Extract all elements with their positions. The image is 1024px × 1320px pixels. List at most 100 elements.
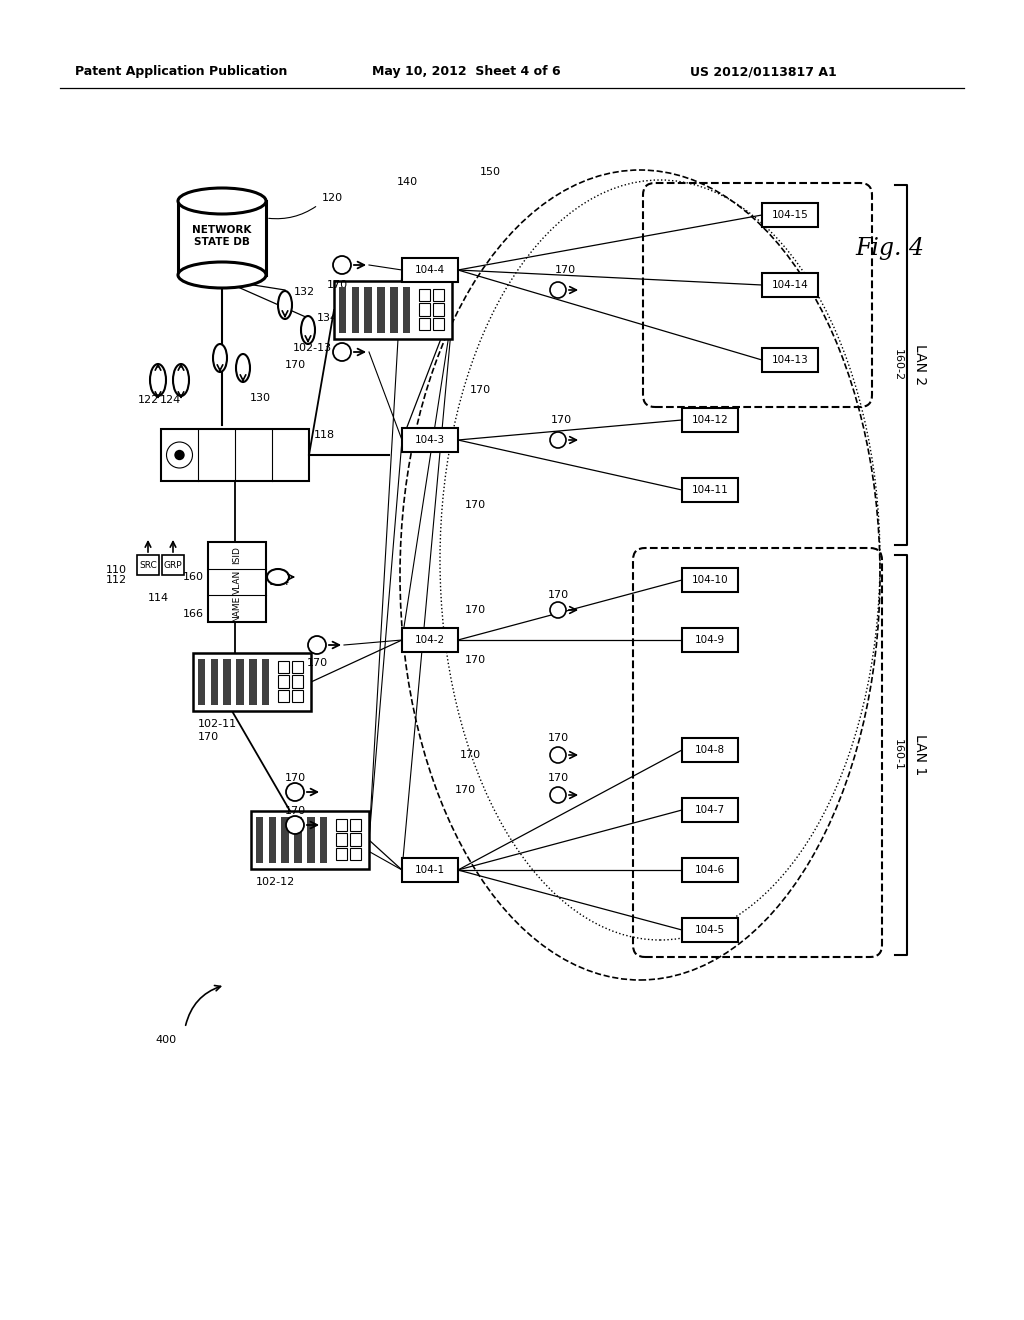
Bar xyxy=(762,348,818,372)
Ellipse shape xyxy=(173,364,189,396)
Text: 170: 170 xyxy=(327,280,348,290)
Text: 170: 170 xyxy=(307,657,328,668)
Bar xyxy=(762,203,818,227)
Bar xyxy=(336,833,346,846)
Text: 104-3: 104-3 xyxy=(415,436,445,445)
Bar xyxy=(682,858,738,882)
Ellipse shape xyxy=(178,187,266,214)
Text: US 2012/0113817 A1: US 2012/0113817 A1 xyxy=(690,66,837,78)
Text: 170: 170 xyxy=(465,605,486,615)
Bar xyxy=(390,286,397,333)
Bar xyxy=(419,318,430,330)
Bar xyxy=(162,554,184,576)
Bar xyxy=(282,817,289,863)
Bar xyxy=(198,659,206,705)
Text: 170: 170 xyxy=(548,774,569,783)
Bar xyxy=(682,799,738,822)
Text: 132: 132 xyxy=(294,286,315,297)
Bar xyxy=(377,286,385,333)
Text: 160-1: 160-1 xyxy=(893,739,903,771)
Bar xyxy=(682,917,738,942)
Text: 104-2: 104-2 xyxy=(415,635,445,645)
Circle shape xyxy=(333,256,351,275)
Bar xyxy=(402,628,458,652)
Ellipse shape xyxy=(236,354,250,381)
Circle shape xyxy=(550,602,566,618)
Text: 164: 164 xyxy=(269,577,290,587)
Bar xyxy=(249,659,257,705)
Text: 104-11: 104-11 xyxy=(691,484,728,495)
Bar xyxy=(178,201,266,275)
Text: VLAN: VLAN xyxy=(232,570,242,594)
Text: ISID: ISID xyxy=(232,546,242,564)
Circle shape xyxy=(286,816,304,834)
Text: 114: 114 xyxy=(148,593,169,603)
Text: 170: 170 xyxy=(285,807,306,816)
Text: GRP: GRP xyxy=(164,561,182,569)
Text: 122: 122 xyxy=(138,395,160,405)
Text: 104-6: 104-6 xyxy=(695,865,725,875)
Bar xyxy=(334,281,452,339)
Bar xyxy=(292,689,303,702)
Text: 170: 170 xyxy=(548,590,569,601)
Bar xyxy=(262,659,269,705)
Bar xyxy=(251,810,369,869)
Bar xyxy=(137,554,159,576)
Bar xyxy=(682,738,738,762)
Bar xyxy=(419,304,430,315)
Ellipse shape xyxy=(213,345,227,372)
Text: 104-9: 104-9 xyxy=(695,635,725,645)
Text: 162: 162 xyxy=(211,599,232,609)
Text: 130: 130 xyxy=(250,393,271,403)
Bar xyxy=(268,817,276,863)
Bar xyxy=(350,833,360,846)
Circle shape xyxy=(550,432,566,447)
Bar xyxy=(307,817,314,863)
Text: 104-15: 104-15 xyxy=(772,210,808,220)
Bar xyxy=(351,286,359,333)
Text: 140: 140 xyxy=(397,177,418,187)
Text: NAME: NAME xyxy=(232,595,242,622)
Text: 170: 170 xyxy=(460,750,481,760)
Text: LAN 1: LAN 1 xyxy=(913,734,927,776)
Bar xyxy=(237,659,244,705)
Bar xyxy=(365,286,372,333)
Text: 102-13: 102-13 xyxy=(293,343,332,352)
Bar xyxy=(339,286,346,333)
Text: 124: 124 xyxy=(160,395,181,405)
Text: 170: 170 xyxy=(548,733,569,743)
Bar xyxy=(256,817,263,863)
Text: 118: 118 xyxy=(314,430,335,440)
Text: 102-11: 102-11 xyxy=(198,719,238,729)
Text: Fig. 4: Fig. 4 xyxy=(855,236,924,260)
Bar xyxy=(433,304,443,315)
Text: 104-4: 104-4 xyxy=(415,265,445,275)
Text: 104-5: 104-5 xyxy=(695,925,725,935)
Bar xyxy=(402,257,458,282)
Bar xyxy=(223,659,231,705)
Circle shape xyxy=(308,636,326,653)
Bar xyxy=(292,660,303,673)
Bar xyxy=(682,628,738,652)
Ellipse shape xyxy=(278,290,292,319)
Bar xyxy=(278,660,289,673)
Text: 104-14: 104-14 xyxy=(772,280,808,290)
Bar xyxy=(682,568,738,591)
Text: 104-7: 104-7 xyxy=(695,805,725,814)
Bar xyxy=(433,318,443,330)
Text: 104-10: 104-10 xyxy=(691,576,728,585)
Bar xyxy=(402,286,411,333)
Text: 170: 170 xyxy=(285,774,306,783)
Text: 170: 170 xyxy=(551,414,572,425)
Text: 170: 170 xyxy=(555,265,577,275)
Bar xyxy=(402,428,458,451)
Text: 112: 112 xyxy=(105,576,127,585)
Text: 170: 170 xyxy=(465,655,486,665)
Text: 104-12: 104-12 xyxy=(691,414,728,425)
Text: 160-2: 160-2 xyxy=(893,348,903,381)
Circle shape xyxy=(550,747,566,763)
Bar xyxy=(294,817,302,863)
Text: 160: 160 xyxy=(183,572,204,582)
Text: 170: 170 xyxy=(465,500,486,510)
Circle shape xyxy=(550,787,566,803)
